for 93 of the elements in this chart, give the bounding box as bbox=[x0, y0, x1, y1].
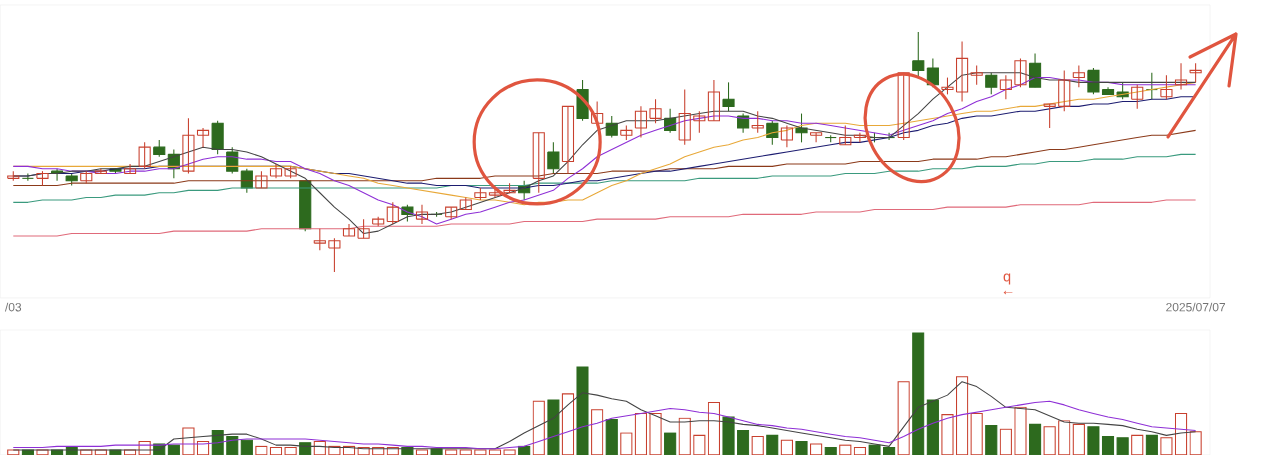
bar bbox=[678, 417, 691, 455]
bar bbox=[591, 409, 604, 455]
candlestick bbox=[1058, 69, 1071, 112]
bar bbox=[459, 449, 472, 455]
x-tick-label: 2025/07/07 bbox=[1166, 302, 1226, 312]
bar bbox=[955, 376, 969, 455]
candlestick bbox=[269, 163, 283, 179]
bar bbox=[1131, 434, 1144, 455]
candlestick bbox=[853, 132, 866, 143]
bar bbox=[284, 446, 297, 455]
candlestick bbox=[94, 168, 107, 174]
candlestick bbox=[182, 117, 195, 174]
bar bbox=[372, 446, 385, 455]
candlestick bbox=[357, 218, 370, 239]
bar bbox=[474, 449, 487, 455]
bar bbox=[1014, 406, 1027, 455]
bar bbox=[313, 440, 326, 455]
candlestick bbox=[634, 105, 648, 138]
bar bbox=[532, 400, 545, 455]
candlestick bbox=[985, 72, 998, 95]
bar bbox=[1189, 430, 1202, 455]
candlestick bbox=[1014, 57, 1027, 88]
candlestick bbox=[751, 110, 764, 134]
candlestick bbox=[415, 204, 429, 225]
candlestick bbox=[123, 163, 137, 174]
bar bbox=[853, 446, 866, 455]
candlestick bbox=[1087, 67, 1100, 95]
candlestick bbox=[328, 237, 341, 273]
candlestick bbox=[707, 79, 721, 122]
bar bbox=[255, 445, 268, 455]
candlestick bbox=[955, 40, 969, 102]
bar bbox=[751, 435, 764, 455]
candlestick bbox=[386, 201, 399, 225]
bar bbox=[503, 449, 516, 455]
bar bbox=[269, 446, 283, 455]
candlestick bbox=[1160, 74, 1173, 100]
bar bbox=[707, 401, 721, 455]
candlestick bbox=[196, 127, 210, 148]
candlestick bbox=[649, 98, 662, 124]
bar bbox=[1072, 423, 1085, 455]
bar bbox=[620, 432, 633, 455]
candlestick bbox=[488, 187, 502, 198]
candlestick bbox=[547, 141, 560, 174]
candlestick bbox=[970, 64, 983, 86]
bar bbox=[1058, 420, 1071, 455]
candlestick bbox=[1072, 64, 1085, 88]
candlestick bbox=[342, 223, 356, 237]
bar bbox=[415, 449, 429, 455]
candlestick bbox=[1174, 62, 1188, 90]
bar bbox=[561, 393, 575, 455]
candlestick bbox=[532, 132, 545, 194]
bar bbox=[649, 412, 662, 455]
bar bbox=[138, 440, 151, 455]
bar bbox=[780, 439, 793, 455]
candlestick bbox=[678, 88, 691, 146]
bar bbox=[386, 446, 399, 455]
bar bbox=[634, 412, 648, 455]
text: q bbox=[1003, 273, 1011, 285]
text: ← bbox=[1003, 290, 1013, 295]
candlestick bbox=[810, 132, 823, 143]
candlestick bbox=[561, 105, 575, 174]
candlestick bbox=[1028, 52, 1042, 88]
x-tick-label: /03 bbox=[4, 302, 22, 312]
bar bbox=[357, 446, 370, 455]
candlestick bbox=[1131, 84, 1144, 110]
bar bbox=[182, 427, 195, 455]
bar bbox=[342, 445, 356, 455]
candlestick bbox=[780, 124, 793, 148]
candlestick bbox=[999, 74, 1012, 100]
bar bbox=[1160, 437, 1173, 455]
bar bbox=[196, 440, 210, 455]
candlestick bbox=[912, 31, 925, 78]
candlestick bbox=[839, 124, 852, 146]
bar bbox=[839, 444, 852, 455]
bar bbox=[1174, 412, 1188, 455]
candlestick bbox=[897, 72, 910, 141]
bar bbox=[999, 428, 1012, 455]
bar bbox=[810, 443, 823, 455]
candlestick bbox=[1043, 103, 1056, 129]
bar bbox=[445, 449, 458, 455]
candlestick bbox=[313, 228, 326, 251]
bar bbox=[328, 445, 341, 455]
candlestick bbox=[1189, 62, 1202, 83]
bar bbox=[970, 412, 983, 455]
bar bbox=[941, 413, 954, 455]
bar bbox=[488, 449, 502, 455]
candlestick bbox=[138, 141, 151, 170]
candlestick bbox=[21, 172, 34, 182]
bar bbox=[1043, 426, 1056, 455]
candlestick bbox=[591, 100, 604, 126]
bar bbox=[7, 449, 20, 455]
candlestick bbox=[722, 81, 735, 112]
candlestick bbox=[693, 110, 706, 134]
